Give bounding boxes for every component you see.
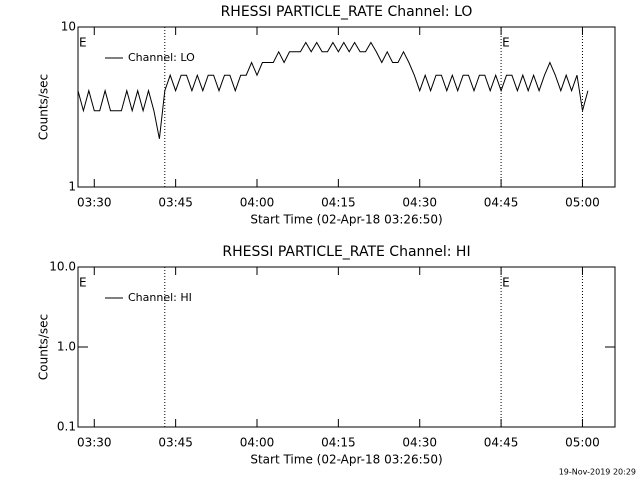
- annotation: E: [502, 276, 510, 290]
- legend-label: Channel: LO: [128, 51, 195, 64]
- x-tick-label: 04:15: [321, 196, 356, 210]
- x-tick-label: 05:00: [565, 436, 600, 450]
- x-tick-label: 03:45: [158, 436, 193, 450]
- x-tick-label: 05:00: [565, 196, 600, 210]
- x-tick-label: 03:30: [77, 196, 112, 210]
- data-line: [77, 41, 589, 139]
- legend-label: Channel: HI: [128, 291, 192, 304]
- x-axis-label: Start Time (02-Apr-18 03:26:50): [250, 213, 442, 227]
- x-tick-label: 04:00: [240, 196, 275, 210]
- y-tick-label: 1.0: [57, 340, 76, 354]
- x-tick-label: 03:45: [158, 196, 193, 210]
- chart-title: RHESSI PARTICLE_RATE Channel: LO: [221, 4, 473, 20]
- x-tick-label: 04:00: [240, 436, 275, 450]
- annotation: E: [79, 276, 87, 290]
- chart-title: RHESSI PARTICLE_RATE Channel: HI: [222, 244, 470, 260]
- x-tick-label: 04:15: [321, 436, 356, 450]
- plot-frame: [77, 26, 616, 188]
- x-axis-label: Start Time (02-Apr-18 03:26:50): [250, 453, 442, 467]
- annotation: E: [79, 36, 87, 50]
- x-tick-label: 04:45: [484, 196, 519, 210]
- y-tick-label: 1: [68, 180, 76, 194]
- annotation: E: [502, 36, 510, 50]
- x-tick-label: 04:45: [484, 436, 519, 450]
- y-tick-label: 0.1: [57, 420, 76, 434]
- y-axis-label: Counts/sec: [37, 314, 51, 380]
- y-tick-label: 10: [61, 20, 76, 34]
- x-tick-label: 03:30: [77, 436, 112, 450]
- y-axis-label: Counts/sec: [37, 74, 51, 140]
- footer: 19-Nov-2019 20:29: [559, 468, 636, 477]
- x-tick-label: 04:30: [402, 196, 437, 210]
- y-tick-label: 10.0: [49, 260, 76, 274]
- x-tick-label: 04:30: [402, 436, 437, 450]
